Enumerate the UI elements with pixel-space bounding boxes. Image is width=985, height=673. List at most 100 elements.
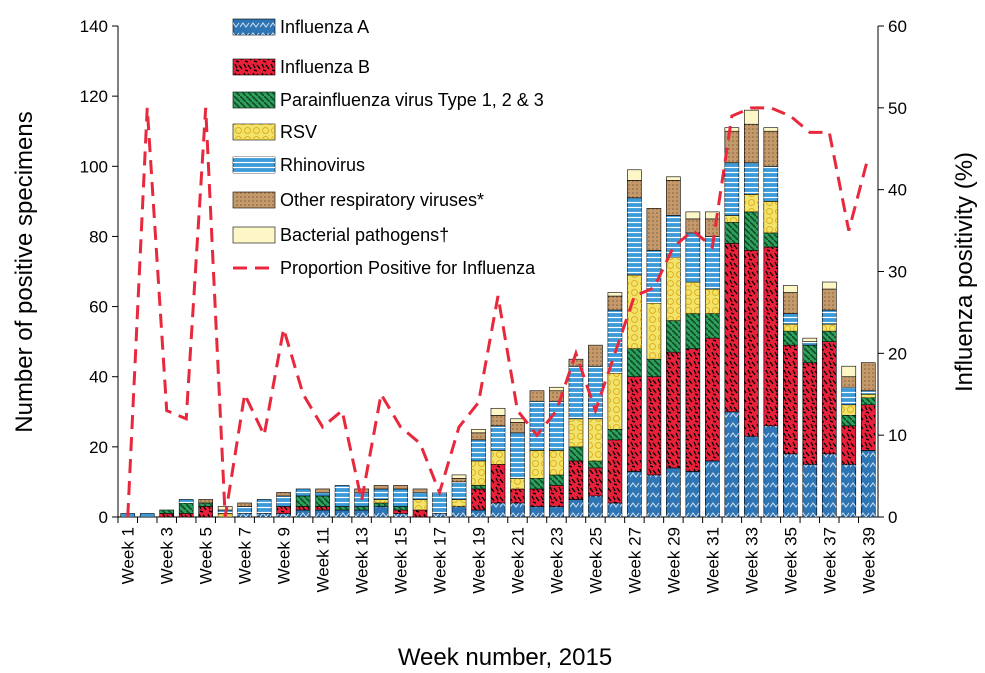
- legend-texture: [233, 157, 275, 173]
- bar-texture: [783, 313, 798, 325]
- x-tick-label: Week 31: [703, 527, 722, 594]
- bar-segment: [802, 337, 818, 342]
- bar-texture: [744, 250, 759, 437]
- bar-texture: [666, 215, 681, 258]
- bar-texture: [802, 341, 817, 346]
- bar-texture: [685, 218, 700, 233]
- bar-texture: [841, 415, 856, 426]
- x-tick-label: Week 5: [197, 527, 216, 584]
- bar-texture: [744, 436, 759, 517]
- legend-label: Influenza A: [280, 17, 369, 37]
- bar-texture: [588, 345, 603, 367]
- bar-texture: [841, 387, 856, 405]
- bar-texture: [822, 289, 837, 311]
- bar-texture: [335, 485, 350, 507]
- bar-texture: [685, 232, 700, 283]
- legend-swatch: [232, 226, 276, 244]
- bar-texture: [783, 453, 798, 517]
- bar-texture: [452, 499, 467, 507]
- bar-texture: [627, 180, 642, 198]
- bar-texture: [179, 513, 194, 517]
- bar-texture: [159, 513, 174, 517]
- bar-texture: [705, 289, 720, 314]
- bar-texture: [413, 488, 428, 493]
- bar-texture: [607, 429, 622, 440]
- bar-texture: [588, 495, 603, 517]
- bar-texture: [510, 502, 525, 517]
- bar-texture: [724, 222, 739, 244]
- x-tick-label: Week 1: [119, 527, 138, 584]
- bar-texture: [432, 492, 447, 514]
- bar-texture: [549, 450, 564, 475]
- bar-segment: [724, 127, 740, 132]
- bar-texture: [296, 506, 311, 510]
- bar-texture: [276, 513, 291, 517]
- bar-texture: [861, 404, 876, 451]
- bar-segment: [510, 418, 525, 423]
- bar-texture: [490, 502, 506, 517]
- x-tick-label: Week 37: [820, 527, 839, 594]
- bar-segment: [451, 474, 467, 479]
- bar-texture: [705, 338, 720, 461]
- bar-texture: [802, 345, 817, 363]
- bar-texture: [490, 450, 506, 465]
- bar-texture: [588, 460, 603, 468]
- line-series: [126, 106, 870, 518]
- bar-segment: [821, 281, 837, 290]
- bar-texture: [510, 488, 525, 503]
- bar-texture: [607, 439, 622, 503]
- bar-texture: [374, 506, 389, 517]
- bar-texture: [490, 464, 506, 503]
- bar-texture: [724, 411, 739, 517]
- x-tick-label: Week 7: [236, 527, 255, 584]
- bar-texture: [393, 485, 408, 489]
- x-tick-label: Week 25: [586, 527, 605, 594]
- bar-texture: [296, 488, 311, 496]
- y2-tick-label: 0: [888, 508, 897, 527]
- bar-segment: [841, 365, 857, 378]
- x-tick-label: Week 19: [470, 527, 489, 594]
- bar-segment: [471, 429, 486, 434]
- bar-texture: [393, 509, 408, 514]
- bar-texture: [646, 376, 661, 475]
- x-tick-label: Week 11: [314, 527, 333, 593]
- bar-segment: [627, 169, 642, 181]
- bar-texture: [744, 124, 759, 163]
- bar-texture: [588, 418, 603, 461]
- bar-texture: [198, 506, 213, 517]
- bar-texture: [744, 211, 759, 251]
- bar-segment: [744, 109, 759, 125]
- bar-texture: [783, 292, 798, 314]
- bar-texture: [568, 418, 583, 447]
- legend-label: Parainfluenza virus Type 1, 2 & 3: [280, 90, 544, 110]
- bar-texture: [763, 201, 778, 233]
- bar-texture: [549, 401, 564, 451]
- bar-texture: [413, 499, 428, 510]
- bar-texture: [393, 506, 408, 510]
- bar-texture: [471, 485, 486, 489]
- y-axis-title: Number of positive specimens: [11, 111, 38, 432]
- bar-texture: [627, 348, 642, 377]
- bar-texture: [646, 208, 661, 251]
- bar-texture: [549, 390, 564, 402]
- bar-texture: [861, 450, 876, 517]
- bar-texture: [529, 488, 544, 507]
- bar-texture: [568, 446, 583, 461]
- bar-texture: [257, 499, 272, 514]
- bar-texture: [374, 488, 389, 500]
- bar-texture: [861, 397, 876, 405]
- bar-texture: [666, 320, 681, 353]
- legend-label: Influenza B: [280, 57, 370, 77]
- legend-texture: [233, 59, 275, 75]
- x-axis-title: Week number, 2015: [398, 644, 612, 671]
- y-tick-label: 100: [80, 157, 108, 176]
- bar-texture: [783, 345, 798, 454]
- y2-tick-label: 10: [888, 426, 907, 445]
- bar-segment: [782, 285, 798, 293]
- y2-axis-title: Influenza positivity (%): [951, 152, 978, 392]
- bar-segment: [666, 176, 681, 181]
- bar-texture: [822, 453, 837, 517]
- bar-texture: [841, 376, 856, 388]
- bar-texture: [685, 471, 700, 517]
- bar-texture: [841, 464, 856, 517]
